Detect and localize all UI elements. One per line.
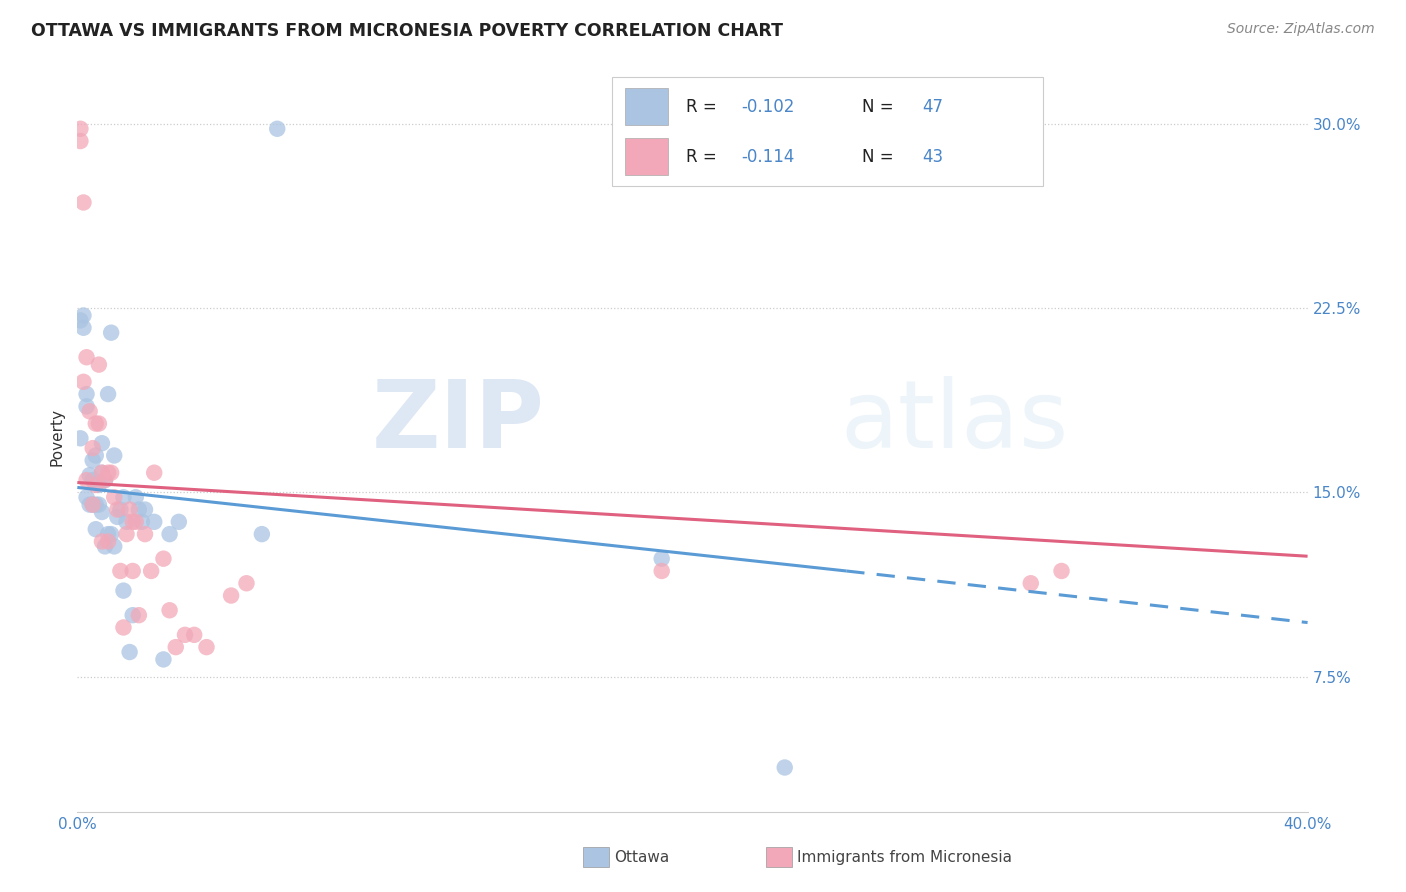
Point [121,564,143,578]
Point [87,417,110,431]
Point [82,498,104,512]
Point [76,490,98,504]
Point [76,473,98,487]
Point [141,564,163,578]
Point [128,502,150,516]
Point [219,589,242,603]
Point [79,468,101,483]
Point [72,320,94,334]
Point [121,515,143,529]
Point [651,564,673,578]
Point [79,404,101,418]
Point [195,640,218,654]
Point [110,502,132,516]
Point [105,510,128,524]
Point [266,121,288,136]
Point [115,515,138,529]
Text: Ottawa: Ottawa [614,850,669,864]
Point [94,473,117,487]
Point [134,527,156,541]
Point [125,515,148,529]
Point [118,645,141,659]
Point [97,387,120,401]
Point [651,551,673,566]
Point [69,134,91,148]
Point [84,449,107,463]
Point [1019,576,1042,591]
Text: Source: ZipAtlas.com: Source: ZipAtlas.com [1227,22,1375,37]
Point [174,628,197,642]
Point [134,502,156,516]
Text: OTTAWA VS IMMIGRANTS FROM MICRONESIA POVERTY CORRELATION CHART: OTTAWA VS IMMIGRANTS FROM MICRONESIA POV… [31,22,783,40]
Point [143,466,166,480]
Text: ZIP: ZIP [373,376,546,468]
Y-axis label: Poverty: Poverty [49,408,65,467]
Point [72,309,94,323]
Point [112,620,135,634]
Point [159,527,181,541]
Point [773,760,796,774]
Point [118,502,141,516]
Point [94,473,117,487]
Point [69,431,91,445]
Text: atlas: atlas [841,376,1069,468]
Point [1050,564,1073,578]
Point [90,466,114,480]
Point [152,551,174,566]
Point [125,490,148,504]
Point [90,466,114,480]
Point [84,522,107,536]
Point [87,498,110,512]
Point [69,121,91,136]
Point [110,564,132,578]
Point [84,417,107,431]
Point [152,652,174,666]
Point [82,498,104,512]
Point [167,515,190,529]
Point [143,515,166,529]
Point [165,640,187,654]
Point [235,576,257,591]
Point [128,608,150,623]
Point [82,473,104,487]
Point [112,490,135,504]
Point [103,540,125,554]
Point [72,195,94,210]
Point [121,608,143,623]
Point [90,505,114,519]
Point [100,527,122,541]
Point [84,498,107,512]
Point [97,466,120,480]
Point [100,326,122,340]
Point [69,313,91,327]
Point [105,502,128,516]
Point [131,515,153,529]
Point [97,534,120,549]
Point [250,527,273,541]
Point [159,603,181,617]
Point [87,358,110,372]
Point [183,628,205,642]
Text: Immigrants from Micronesia: Immigrants from Micronesia [797,850,1012,864]
Point [84,478,107,492]
Point [90,436,114,450]
Point [112,583,135,598]
Point [103,490,125,504]
Point [94,540,117,554]
Point [76,350,98,364]
Point [76,400,98,414]
Point [82,453,104,467]
Point [115,527,138,541]
Point [76,387,98,401]
Point [100,466,122,480]
Point [79,498,101,512]
Point [97,527,120,541]
Point [72,375,94,389]
Point [103,449,125,463]
Point [90,534,114,549]
Point [87,478,110,492]
Point [82,441,104,455]
